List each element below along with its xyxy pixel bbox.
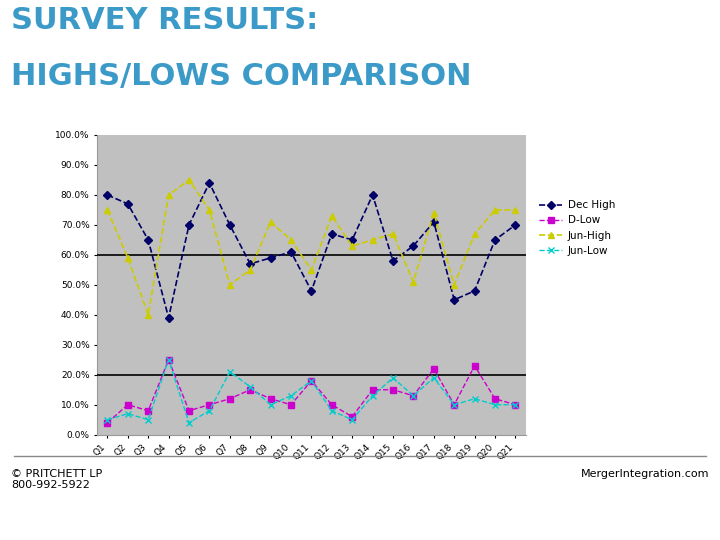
Jun-High [328, 213, 336, 219]
Dec High [511, 221, 520, 228]
Line: Dec High: Dec High [104, 180, 518, 321]
D-Low [307, 377, 316, 384]
Jun-Low [369, 393, 377, 399]
Dec High [205, 180, 214, 186]
Jun-Low [266, 402, 275, 408]
D-Low [389, 387, 397, 393]
D-Low [225, 395, 234, 402]
D-Low [348, 414, 356, 420]
Jun-High [511, 207, 520, 213]
Dec High [307, 288, 316, 294]
Text: MergerIntegration.com: MergerIntegration.com [581, 469, 709, 479]
D-Low [369, 387, 377, 393]
Jun-High [470, 231, 479, 237]
Jun-High [491, 207, 500, 213]
D-Low [450, 402, 459, 408]
Jun-Low [409, 393, 418, 399]
D-Low [491, 395, 500, 402]
Text: SURVEY RESULTS:: SURVEY RESULTS: [11, 6, 318, 35]
Dec High [430, 219, 438, 225]
D-Low [124, 402, 132, 408]
Jun-Low [491, 402, 500, 408]
Jun-Low [287, 393, 295, 399]
Dec High [246, 261, 255, 267]
Dec High [328, 231, 336, 237]
Jun-High [389, 231, 397, 237]
Jun-Low [348, 416, 356, 423]
Jun-High [144, 312, 153, 318]
Jun-High [450, 282, 459, 288]
D-Low [144, 408, 153, 414]
Dec High [164, 315, 173, 321]
Jun-Low [205, 408, 214, 414]
Jun-High [266, 219, 275, 225]
Jun-High [103, 207, 112, 213]
Jun-Low [164, 356, 173, 363]
Jun-Low [307, 377, 316, 384]
Dec High [470, 288, 479, 294]
Jun-High [205, 207, 214, 213]
Jun-Low [103, 416, 112, 423]
D-Low [184, 408, 193, 414]
Dec High [124, 201, 132, 207]
Dec High [348, 237, 356, 243]
Jun-High [348, 242, 356, 249]
Jun-High [225, 282, 234, 288]
Jun-High [184, 177, 193, 183]
Dec High [103, 192, 112, 198]
Dec High [266, 255, 275, 261]
Dec High [389, 258, 397, 264]
D-Low [511, 402, 520, 408]
Jun-Low [430, 375, 438, 381]
Jun-High [307, 267, 316, 273]
D-Low [470, 362, 479, 369]
Jun-Low [389, 375, 397, 381]
D-Low [103, 420, 112, 426]
Jun-High [409, 279, 418, 285]
Dec High [409, 242, 418, 249]
Jun-Low [246, 383, 255, 390]
D-Low [266, 395, 275, 402]
Legend: Dec High, D-Low, Jun-High, Jun-Low: Dec High, D-Low, Jun-High, Jun-Low [539, 200, 615, 256]
Jun-High [164, 192, 173, 198]
Jun-Low [225, 368, 234, 375]
Jun-Low [124, 410, 132, 417]
Line: Jun-Low: Jun-Low [104, 357, 518, 426]
Jun-High [287, 237, 295, 243]
Text: HIGHS/LOWS COMPARISON: HIGHS/LOWS COMPARISON [11, 62, 472, 91]
Jun-High [430, 210, 438, 216]
Dec High [491, 237, 500, 243]
D-Low [409, 393, 418, 399]
Jun-High [246, 267, 255, 273]
Jun-Low [450, 402, 459, 408]
Dec High [184, 221, 193, 228]
Text: © PRITCHETT LP
800-992-5922: © PRITCHETT LP 800-992-5922 [11, 469, 102, 490]
Jun-Low [511, 402, 520, 408]
Dec High [450, 296, 459, 303]
Jun-Low [328, 408, 336, 414]
D-Low [430, 366, 438, 372]
D-Low [246, 387, 255, 393]
Dec High [144, 237, 153, 243]
Jun-High [369, 237, 377, 243]
Jun-Low [470, 395, 479, 402]
D-Low [205, 402, 214, 408]
Line: D-Low: D-Low [104, 357, 518, 426]
Dec High [225, 221, 234, 228]
D-Low [164, 356, 173, 363]
D-Low [328, 402, 336, 408]
Line: Jun-High: Jun-High [104, 177, 518, 318]
Dec High [369, 192, 377, 198]
Jun-Low [144, 416, 153, 423]
Jun-High [124, 255, 132, 261]
D-Low [287, 402, 295, 408]
Dec High [287, 248, 295, 255]
Jun-Low [184, 420, 193, 426]
